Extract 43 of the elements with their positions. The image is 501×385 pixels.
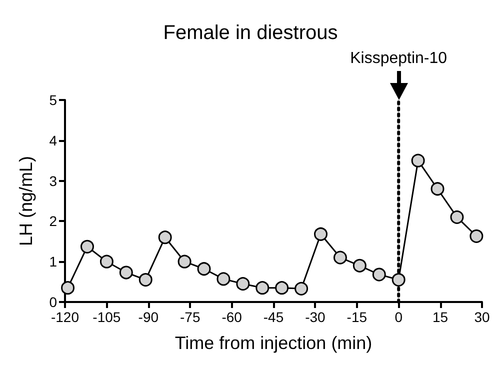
- point: [411, 154, 425, 168]
- ref-line-label: Kisspeptin-10: [349, 50, 448, 68]
- y-tick-label: 4: [49, 132, 58, 148]
- point: [197, 262, 211, 276]
- x-tick-label: -75: [180, 309, 200, 325]
- x-tick-label: 15: [432, 309, 448, 325]
- point: [294, 282, 308, 296]
- chart-title: Female in diestrous: [163, 22, 338, 44]
- point: [100, 254, 114, 268]
- point: [333, 250, 347, 264]
- y-tick-label: 2: [49, 213, 58, 230]
- x-tick-label: 30: [474, 309, 490, 325]
- x-tick-label: -105: [92, 309, 121, 325]
- point: [372, 268, 386, 282]
- point: [158, 230, 172, 244]
- point: [80, 240, 94, 254]
- point: [430, 182, 444, 196]
- point: [450, 210, 464, 224]
- point: [314, 227, 328, 241]
- point: [275, 281, 289, 295]
- x-tick-label: 0: [394, 309, 403, 325]
- point: [352, 258, 366, 272]
- point: [256, 281, 270, 295]
- point: [236, 277, 250, 291]
- x-axis-title: Time from injection (min): [174, 333, 372, 353]
- y-tick-label: 5: [49, 92, 58, 108]
- point: [178, 254, 192, 268]
- point: [470, 229, 484, 243]
- y-axis-title: LH (ng/mL): [16, 156, 36, 246]
- y-tick-label: 3: [49, 172, 58, 189]
- x-tick-label: -120: [50, 309, 80, 325]
- y-tick-label: 0: [49, 294, 58, 310]
- y-tick-label: 1: [49, 254, 58, 270]
- x-tick-label: -90: [138, 309, 159, 325]
- point: [119, 266, 133, 280]
- x-tick-label: -60: [222, 309, 242, 325]
- x-tick-label: -45: [263, 309, 284, 325]
- x-tick-label: -15: [346, 309, 368, 325]
- point: [392, 273, 406, 287]
- point: [61, 281, 75, 295]
- point: [138, 273, 152, 287]
- x-tick-label: -30: [305, 309, 326, 325]
- point: [216, 272, 230, 286]
